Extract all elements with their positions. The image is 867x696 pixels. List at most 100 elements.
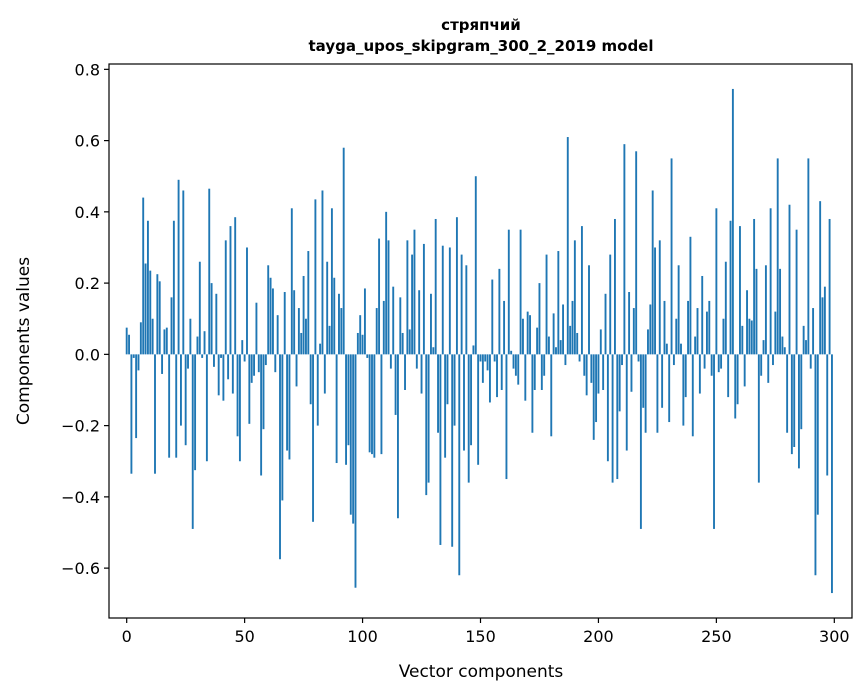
- bar: [217, 354, 220, 396]
- bar: [663, 300, 666, 355]
- bar: [649, 304, 652, 355]
- bar: [715, 208, 718, 355]
- bar: [774, 311, 777, 355]
- bar: [710, 354, 713, 376]
- bar: [180, 354, 182, 426]
- bar: [229, 226, 232, 355]
- bar: [392, 286, 395, 355]
- bar: [321, 190, 324, 355]
- bar: [635, 151, 638, 355]
- bar: [373, 354, 376, 458]
- bar: [425, 354, 428, 496]
- bar: [309, 354, 312, 405]
- bar: [420, 354, 423, 394]
- bar: [559, 340, 562, 355]
- bar: [828, 218, 831, 355]
- bar: [248, 354, 251, 424]
- bar: [158, 281, 161, 355]
- bar: [260, 354, 263, 476]
- y-tick-label: 0.2: [75, 274, 100, 293]
- bar: [611, 354, 614, 483]
- bar: [194, 354, 197, 471]
- bar: [802, 325, 805, 355]
- bar: [394, 354, 397, 415]
- bar: [816, 354, 819, 515]
- y-tick-label: 0.4: [75, 203, 100, 222]
- bar: [215, 293, 218, 355]
- bar: [340, 308, 343, 355]
- bar: [441, 245, 444, 355]
- bar: [748, 318, 751, 355]
- bar: [269, 277, 272, 355]
- bar: [203, 331, 206, 355]
- bar: [257, 354, 260, 373]
- bar: [312, 354, 314, 522]
- bar: [720, 354, 723, 369]
- chart-subtitle: tayga_upos_skipgram_300_2_2019 model: [309, 37, 654, 55]
- bar: [411, 254, 414, 355]
- bar: [205, 354, 208, 462]
- bar: [371, 354, 373, 455]
- bar: [286, 354, 289, 451]
- bar: [500, 354, 503, 390]
- bar: [661, 354, 664, 408]
- y-tick-label: 0.8: [75, 60, 100, 79]
- bar: [404, 354, 406, 390]
- bar: [293, 290, 296, 355]
- bar: [614, 218, 616, 355]
- bar: [580, 226, 583, 355]
- bar: [628, 292, 631, 355]
- bar: [514, 354, 517, 376]
- bar: [338, 293, 340, 355]
- bar: [531, 354, 534, 433]
- bar: [465, 265, 468, 355]
- bar: [583, 354, 586, 376]
- bar: [382, 300, 385, 355]
- bar: [680, 343, 682, 355]
- bar: [708, 300, 711, 355]
- bar: [741, 325, 744, 355]
- bar: [665, 343, 668, 355]
- bar: [276, 315, 279, 355]
- bar: [687, 300, 690, 355]
- bar: [326, 261, 329, 355]
- x-tick-label: 0: [122, 627, 132, 646]
- bar: [290, 208, 293, 355]
- bar: [281, 354, 284, 501]
- bar: [826, 354, 829, 476]
- bar: [451, 354, 454, 547]
- bar: [760, 354, 763, 376]
- bar: [821, 297, 824, 355]
- bar: [335, 354, 338, 464]
- bar: [682, 354, 685, 426]
- bar: [288, 354, 291, 460]
- x-axis-label: Vector components: [399, 662, 564, 682]
- bar: [380, 354, 383, 455]
- bar: [547, 336, 550, 355]
- x-axis-ticks: 0 50 100 150 200 250 300: [122, 618, 850, 646]
- bar: [151, 318, 154, 355]
- bar: [703, 354, 706, 369]
- bar: [267, 265, 270, 355]
- bar: [616, 354, 619, 480]
- bar: [507, 229, 510, 355]
- y-tick-label: 0.6: [75, 132, 100, 151]
- bar: [517, 354, 520, 385]
- y-tick-label: −0.4: [61, 488, 100, 507]
- bar: [762, 340, 765, 355]
- bar: [201, 354, 204, 358]
- bar: [651, 190, 654, 355]
- bar: [543, 354, 546, 376]
- bar: [330, 208, 333, 355]
- bar: [743, 354, 746, 387]
- bar: [536, 327, 539, 355]
- bar: [385, 211, 388, 355]
- bar: [319, 343, 322, 355]
- bar: [786, 354, 789, 433]
- bar: [446, 354, 449, 405]
- bar: [297, 308, 300, 355]
- bar: [552, 313, 555, 355]
- bar: [573, 240, 576, 355]
- bar: [165, 327, 168, 355]
- bar: [557, 251, 560, 355]
